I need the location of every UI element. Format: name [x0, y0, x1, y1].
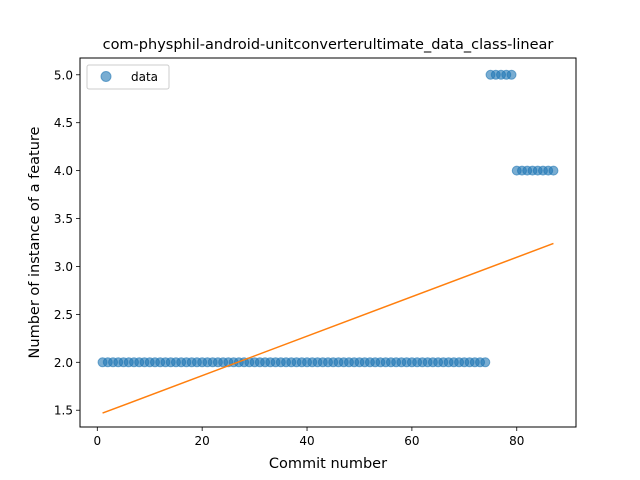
y-axis-label: Number of instance of a feature — [27, 126, 43, 358]
legend-marker-data — [100, 71, 112, 82]
y-tick-label: 2.0 — [54, 356, 73, 370]
data-point — [506, 69, 517, 80]
chart-title: com-physphil-android-unitconverterultima… — [103, 37, 554, 53]
y-tick-label: 3.5 — [54, 212, 73, 226]
axes: 0 20 40 60 80 1.5 2.0 2.5 3.0 3.5 4.0 4.5 5.0 — [54, 68, 524, 448]
x-tick-label: 20 — [195, 434, 210, 448]
trend-line — [102, 242, 554, 414]
plot-area — [97, 69, 559, 414]
plot-frame — [79, 57, 577, 428]
x-tick-label: 60 — [404, 434, 419, 448]
y-tick-label: 4.0 — [54, 164, 73, 178]
x-tick-label: 40 — [299, 434, 314, 448]
y-tick-label: 3.0 — [54, 260, 73, 274]
y-tick-label: 1.5 — [54, 404, 73, 418]
y-tick-label: 4.5 — [54, 116, 73, 130]
y-tick-label: 5.0 — [54, 68, 73, 82]
data-point — [480, 357, 491, 368]
legend-box — [86, 64, 170, 90]
legend: data — [86, 64, 170, 90]
x-tick-label: 80 — [509, 434, 524, 448]
data-point — [548, 165, 559, 176]
legend-label-data: data — [131, 70, 158, 84]
x-axis-label: Commit number — [269, 456, 387, 472]
x-tick-label: 0 — [93, 434, 101, 448]
y-tick-label: 2.5 — [54, 308, 73, 322]
